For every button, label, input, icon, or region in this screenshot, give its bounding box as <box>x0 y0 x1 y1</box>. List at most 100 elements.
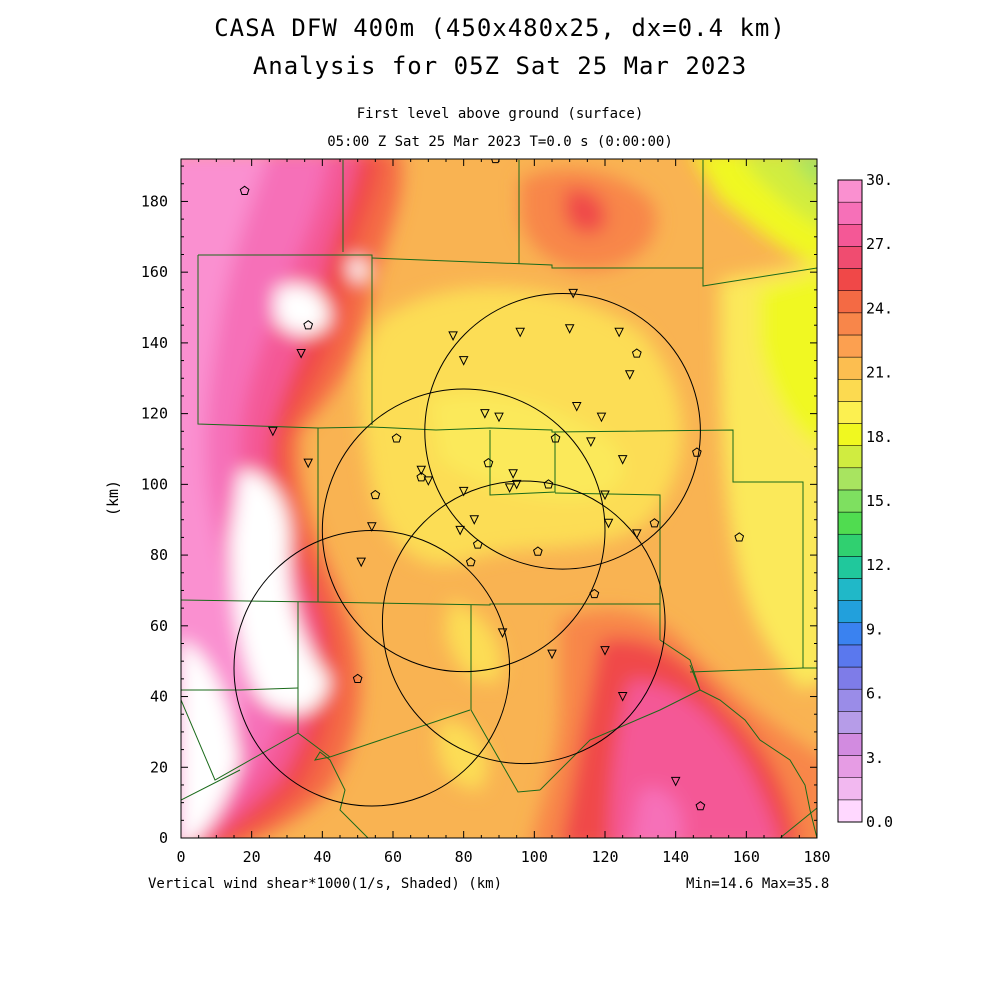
station-pentagon-marker <box>631 348 642 358</box>
station-triangle-marker <box>268 426 278 437</box>
station-triangle-marker <box>366 522 377 532</box>
x-tick-label: 140 <box>662 848 689 866</box>
y-tick-label: 120 <box>141 405 168 423</box>
colorbar-swatch <box>837 268 863 291</box>
station-pentagon-marker <box>472 539 483 549</box>
station-pentagon-marker <box>491 159 500 164</box>
colorbar-label: 21. <box>866 364 893 382</box>
station-pentagon-marker <box>416 472 427 482</box>
station-triangle-marker <box>614 327 624 338</box>
station-pentagon-marker <box>465 557 476 567</box>
station-pentagon-marker <box>649 518 660 528</box>
y-tick-label: 100 <box>141 475 168 493</box>
colorbar-swatch <box>837 556 863 579</box>
level-label: First level above ground (surface) <box>356 106 644 122</box>
station-pentagon-marker <box>692 447 702 457</box>
colorbar-label: 30. <box>866 171 893 189</box>
station-triangle-marker <box>596 412 607 423</box>
colorbar-swatch <box>837 533 863 557</box>
station-triangle-marker <box>631 529 642 539</box>
colorbar-label: 0.0 <box>866 813 893 831</box>
station-triangle-marker <box>603 518 614 529</box>
station-pentagon-marker <box>303 320 314 330</box>
colorbar-swatch <box>837 401 863 424</box>
colorbar-swatch <box>837 224 863 247</box>
x-tick-label: 40 <box>313 848 331 866</box>
time-label: 05:00 Z Sat 25 Mar 2023 T=0.0 s (0:00:00… <box>327 134 673 150</box>
station-pentagon-marker <box>734 532 745 542</box>
colorbar-swatch <box>837 312 863 336</box>
station-triangle-marker <box>564 324 575 334</box>
station-triangle-marker <box>448 331 458 341</box>
station-pentagon-marker <box>589 588 600 599</box>
station-triangle-marker <box>547 649 557 660</box>
colorbar-label: 24. <box>866 299 893 317</box>
x-tick-label: 0 <box>176 848 185 866</box>
x-tick-label: 180 <box>803 848 830 866</box>
x-tick-label: 80 <box>455 848 473 866</box>
colorbar-swatch <box>837 489 863 513</box>
county-boundaries <box>181 160 817 838</box>
station-triangle-marker <box>458 356 469 366</box>
station-triangle-marker <box>600 490 610 501</box>
x-tick-label: 160 <box>733 848 760 866</box>
station-triangle-marker <box>568 288 579 299</box>
station-triangle-marker <box>469 515 480 525</box>
y-tick-label: 80 <box>150 546 168 564</box>
colorbar-swatch <box>837 688 863 712</box>
colorbar-swatch <box>837 246 863 269</box>
station-triangle-marker <box>504 483 515 494</box>
colorbar-swatch <box>837 290 863 314</box>
colorbar-swatch <box>837 334 863 358</box>
x-tick-label: 20 <box>243 848 261 866</box>
min-max-label: Min=14.6 Max=35.8 <box>686 876 830 892</box>
y-tick-label: 60 <box>150 617 168 635</box>
station-triangle-marker <box>416 465 427 476</box>
station-pentagon-marker <box>483 457 494 468</box>
station-triangle-marker <box>586 437 596 448</box>
station-triangle-marker <box>511 479 522 490</box>
y-tick-label: 140 <box>141 334 168 352</box>
y-tick-label: 20 <box>150 758 168 776</box>
station-triangle-marker <box>624 370 635 380</box>
station-triangle-marker <box>296 349 306 359</box>
colorbar-swatch <box>837 467 863 491</box>
colorbar-swatch <box>837 578 863 601</box>
radar-south-range-ring <box>381 480 666 765</box>
colorbar-swatch <box>837 755 863 778</box>
station-pentagon-marker <box>533 546 543 556</box>
colorbar-label: 9. <box>866 620 884 638</box>
chart-title: CASA DFW 400m (450x480x25, dx=0.4 km) <box>214 14 786 42</box>
y-tick-label: 0 <box>159 829 168 847</box>
colorbar-label: 6. <box>866 685 884 703</box>
colorbar-swatch <box>837 423 863 446</box>
colorbar-label: 27. <box>866 235 893 253</box>
y-tick-label: 160 <box>141 263 168 281</box>
colorbar-label: 3. <box>866 749 884 767</box>
colorbar-swatch <box>837 600 863 624</box>
station-triangle-marker <box>480 409 490 419</box>
colorbar: 0.0 3. 6. 9. 12. 15. 18. 21. 24. 27. 30. <box>837 171 893 831</box>
colorbar-swatch <box>837 644 863 668</box>
colorbar-swatch <box>837 201 863 225</box>
chart-subtitle: Analysis for 05Z Sat 25 Mar 2023 <box>252 52 748 80</box>
radar-central-range-ring <box>321 388 606 673</box>
station-triangle-marker <box>600 646 610 656</box>
station-pentagon-marker <box>550 433 561 443</box>
colorbar-swatch <box>837 711 863 734</box>
station-pentagon-marker <box>352 673 363 683</box>
station-triangle-marker <box>303 458 314 469</box>
field-label: Vertical wind shear*1000(1/s, Shaded) (k… <box>148 876 503 892</box>
station-pentagon-marker <box>543 479 554 489</box>
station-pentagon-marker <box>239 185 250 195</box>
colorbar-swatch <box>837 445 863 469</box>
station-triangle-marker <box>455 525 465 536</box>
colorbar-label: 18. <box>866 428 893 446</box>
colorbar-swatch <box>837 378 863 402</box>
colorbar-swatch <box>837 622 863 646</box>
colorbar-swatch <box>837 666 863 690</box>
station-triangle-marker <box>423 476 434 486</box>
colorbar-swatch <box>837 179 863 203</box>
x-axis: 0 20 40 60 80 100 120 140 160 180 <box>176 159 831 866</box>
